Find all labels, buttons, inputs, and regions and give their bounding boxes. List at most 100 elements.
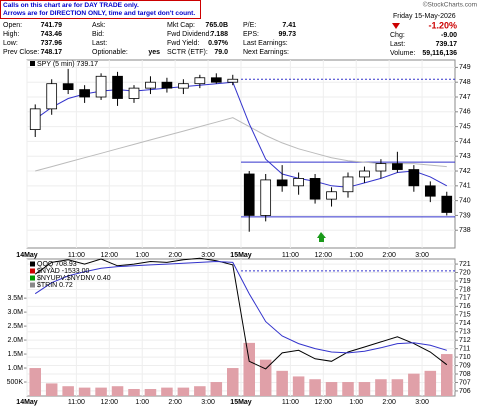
candle-body	[210, 77, 222, 83]
x-tick-label: 14May	[16, 252, 38, 259]
y-tick-label: 748	[459, 79, 471, 86]
y-tick-label: 744	[459, 138, 471, 145]
legend-label: SPY (5 min) 739.17	[37, 61, 98, 68]
field-label: Mkt Cap:	[167, 22, 195, 29]
candle-body	[161, 81, 173, 89]
field-value: 7.188	[210, 31, 228, 38]
legend-swatch	[30, 261, 35, 267]
y-tick-label: 719	[459, 278, 471, 285]
x-tick-label: 12:00	[101, 399, 119, 406]
legend-swatch	[30, 268, 35, 274]
candle-body	[408, 169, 420, 187]
y-tick-label: 741	[459, 183, 471, 190]
y-tick-label: 1.5M	[7, 351, 23, 358]
candle-body	[441, 195, 453, 213]
x-tick-label: 2:00	[168, 252, 182, 259]
y-tick-label: 710	[459, 354, 471, 361]
legend-label: QQQ 708.93	[37, 261, 77, 268]
candle-body	[145, 81, 156, 89]
y-tick-label: 718	[459, 286, 471, 293]
field-value: 99.73	[278, 31, 296, 38]
x-tick-label: 3:00	[201, 252, 215, 259]
candle-body	[95, 75, 107, 98]
field-label: Last:	[92, 40, 107, 47]
field-label: Prev Close:	[3, 49, 39, 56]
field-label: SCTR (ETF):	[167, 49, 208, 56]
volume-bar	[358, 382, 371, 396]
volume-bar	[441, 354, 453, 396]
candle-body	[326, 191, 337, 200]
field-value: -9.00	[441, 32, 457, 39]
volume-bar	[309, 379, 321, 396]
field-value: 0.97%	[208, 40, 229, 47]
notice-box	[0, 0, 201, 19]
volume-bar	[194, 386, 206, 396]
field-label: Fwd Dividend:	[167, 31, 211, 38]
x-tick-label: 2:00	[382, 399, 396, 406]
y-tick-label: 711	[459, 345, 470, 352]
y-tick-label: 749	[459, 64, 471, 71]
x-tick-label: 12:00	[315, 399, 333, 406]
volume-bar	[391, 379, 404, 396]
volume-bar	[276, 370, 288, 396]
volume-bar	[128, 389, 140, 396]
volume-bar	[29, 368, 41, 396]
legend-label: $TRIN 0.72	[37, 282, 73, 289]
volume-bar	[424, 370, 437, 396]
volume-bar	[325, 382, 338, 396]
y-tick-label: 746	[459, 109, 471, 116]
notice-line: Calls on this chart are for DAY TRADE on…	[3, 2, 139, 9]
field-label: Ask:	[92, 22, 106, 29]
volume-bar	[111, 386, 124, 396]
x-tick-label: 15May	[230, 399, 252, 406]
field-label: Last Earnings:	[243, 40, 288, 47]
x-tick-label: 2:00	[382, 252, 396, 259]
line	[34, 257, 448, 370]
candle-body	[46, 83, 58, 110]
field-value: 59,116,136	[422, 50, 457, 57]
field-label: Fwd Yield:	[167, 40, 199, 47]
y-tick-label: 740	[459, 197, 471, 204]
candle-body	[227, 78, 239, 83]
volume-bar	[161, 387, 173, 396]
candle-body	[79, 89, 90, 98]
volume-bar	[78, 387, 91, 396]
y-tick-label: 742	[459, 168, 471, 175]
y-tick-label: 713	[459, 329, 471, 336]
field-value: 748.17	[41, 49, 63, 56]
field-value: 7.41	[282, 22, 296, 29]
candle-body	[62, 83, 74, 91]
y-tick-label: 707	[459, 379, 471, 386]
legend-label: $NYAD -1533.00	[37, 268, 90, 275]
field-label: P/E:	[243, 22, 256, 29]
x-tick-label: 11:00	[68, 399, 85, 406]
candle-body	[112, 75, 123, 99]
y-tick-label: 2.5M	[7, 323, 23, 330]
y-tick-label: 720	[459, 269, 471, 276]
candle-body	[392, 163, 403, 170]
line	[34, 260, 447, 354]
x-tick-label: 14May	[16, 399, 38, 406]
change-pct: -1.20%	[428, 20, 457, 30]
notice-line: Arrows are for DIRECTION ONLY, time and …	[3, 10, 195, 17]
y-tick-label: 747	[459, 94, 471, 101]
y-tick-label: 715	[459, 312, 471, 319]
candle-body	[178, 83, 189, 89]
direction-arrow	[317, 232, 326, 242]
y-tick-label: 706	[459, 388, 471, 395]
field-label: Bid:	[92, 31, 104, 38]
field-label: High:	[3, 31, 19, 38]
y-tick-label: 721	[459, 261, 471, 268]
x-tick-label: 3:00	[415, 399, 429, 406]
x-tick-label: 3:00	[201, 399, 215, 406]
volume-bar	[243, 342, 255, 396]
field-label: Volume:	[390, 50, 415, 57]
y-tick-label: 1.0M	[7, 365, 23, 372]
field-label: Optionable:	[92, 49, 128, 56]
volume-bar	[45, 383, 58, 396]
x-tick-label: 2:00	[168, 399, 182, 406]
field-label: Next Earnings:	[243, 49, 289, 56]
field-value: 765.0B	[205, 22, 228, 29]
x-tick-label: 1:00	[135, 252, 149, 259]
